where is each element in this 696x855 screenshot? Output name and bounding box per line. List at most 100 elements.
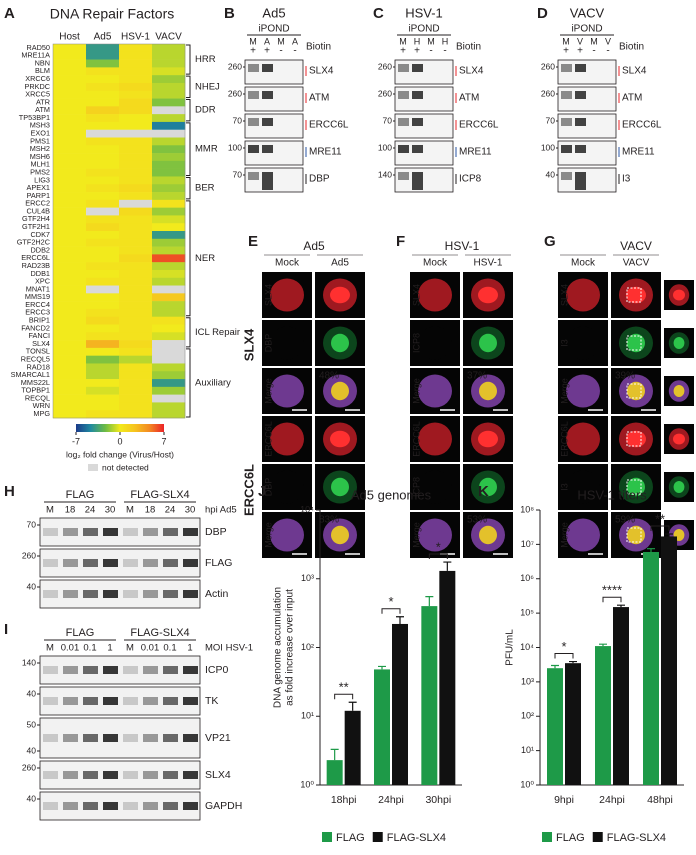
protein-label: FLAG bbox=[205, 557, 232, 569]
heatmap-cell bbox=[53, 394, 87, 403]
biotin-label: + bbox=[414, 46, 420, 57]
gene-label: ERCC4 bbox=[25, 300, 50, 309]
panel-label: J bbox=[258, 483, 266, 500]
foci bbox=[673, 385, 685, 397]
heatmap-cell bbox=[53, 324, 87, 333]
lane-label: M bbox=[427, 36, 435, 46]
heatmap-cell bbox=[152, 332, 186, 341]
lane-label: 24 bbox=[165, 505, 176, 516]
marker-label: 40 bbox=[27, 793, 37, 803]
legend-swatch bbox=[322, 832, 332, 842]
blot-band bbox=[123, 559, 138, 567]
x-tick-label: 24hpi bbox=[378, 794, 404, 806]
nucleus bbox=[270, 422, 304, 456]
virus-header: Ad5 bbox=[303, 239, 325, 253]
blot-band bbox=[83, 697, 98, 705]
heatmap-cell bbox=[86, 137, 120, 146]
heatmap-cell bbox=[86, 324, 120, 333]
gene-label: SMARCAL1 bbox=[11, 370, 50, 379]
heatmap-cell bbox=[119, 410, 153, 419]
lane-label: V bbox=[577, 36, 583, 46]
heatmap-cell bbox=[53, 153, 87, 162]
lane-label: 0.01 bbox=[61, 643, 80, 654]
heatmap-cell bbox=[86, 269, 120, 279]
protein-label: DBP bbox=[309, 174, 330, 185]
heatmap-cell bbox=[53, 51, 87, 60]
nucleus bbox=[566, 518, 600, 552]
gene-label: PRKDC bbox=[24, 82, 50, 91]
blot-band bbox=[103, 697, 118, 705]
marker-label: 100 bbox=[541, 142, 555, 152]
lane-label: M bbox=[46, 643, 54, 654]
blot-band bbox=[43, 666, 58, 674]
column-label: HSV-1 bbox=[121, 32, 150, 43]
heatmap-cell bbox=[53, 44, 87, 53]
foci bbox=[478, 430, 498, 448]
blot-band bbox=[262, 64, 273, 72]
protein-label: TK bbox=[205, 695, 218, 707]
y-axis-label: DNA genome accumulation bbox=[273, 587, 284, 708]
blot-band bbox=[561, 91, 572, 99]
error-bar bbox=[348, 701, 357, 711]
gene-label: MLH1 bbox=[31, 160, 50, 169]
gene-label: WRN bbox=[33, 401, 50, 410]
biotin-label: - bbox=[279, 46, 282, 57]
y-tick-label: 10³ bbox=[521, 676, 534, 686]
lane-label: 1 bbox=[107, 643, 112, 654]
y-tick-label: 10⁴ bbox=[520, 642, 534, 652]
gene-label: MPG bbox=[33, 409, 50, 418]
gene-label: DDB2 bbox=[31, 245, 50, 254]
blot-header: iPOND bbox=[258, 24, 289, 35]
biotin-title: Biotin bbox=[619, 42, 644, 53]
lane-label: M bbox=[562, 36, 570, 46]
y-axis-label: as fold increase over input bbox=[285, 589, 296, 706]
stain-label: ICP8 bbox=[411, 477, 421, 497]
protein-label: ICP8 bbox=[459, 174, 482, 185]
biotin-label: + bbox=[577, 46, 583, 57]
nucleus bbox=[270, 374, 304, 408]
heatmap-cell bbox=[152, 285, 186, 294]
heatmap-cell bbox=[119, 355, 153, 364]
lane-label: 1 bbox=[187, 643, 192, 654]
heatmap-cell bbox=[119, 137, 153, 146]
protein-label: ERCC6L bbox=[459, 120, 499, 131]
heatmap-cell bbox=[53, 332, 87, 341]
blot-band bbox=[83, 528, 98, 536]
heatmap-cell bbox=[152, 340, 186, 349]
y-tick-label: 10⁴ bbox=[300, 504, 314, 514]
nucleus bbox=[566, 470, 600, 504]
heatmap-cell bbox=[152, 106, 186, 115]
marker-label: 100 bbox=[228, 142, 242, 152]
heatmap-cell bbox=[53, 231, 87, 240]
error-bar bbox=[378, 665, 386, 670]
heatmap-cell bbox=[53, 160, 87, 169]
heatmap-cell bbox=[86, 301, 120, 310]
significance-label: ** bbox=[339, 680, 349, 695]
heatmap-cell bbox=[119, 59, 153, 68]
significance-bracket bbox=[428, 553, 448, 560]
heatmap-cell bbox=[86, 67, 120, 76]
column-label: Mock bbox=[275, 258, 300, 269]
blot-band bbox=[123, 802, 138, 810]
heatmap-cell bbox=[53, 75, 87, 84]
marker-label: 260 bbox=[228, 88, 242, 98]
heatmap-cell bbox=[86, 340, 120, 349]
error-bar bbox=[599, 643, 607, 647]
group-label: MMR bbox=[195, 144, 218, 155]
heatmap-cell bbox=[152, 176, 186, 185]
blot-band bbox=[575, 91, 586, 99]
heatmap-cell bbox=[86, 238, 120, 247]
blot-virus: HSV-1 bbox=[405, 5, 443, 20]
blot-band bbox=[83, 771, 98, 779]
heatmap-cell bbox=[119, 223, 153, 232]
panel-label: F bbox=[396, 233, 405, 250]
heatmap-cell bbox=[86, 82, 120, 92]
colorbar-label: log₂ fold change (Virus/Host) bbox=[66, 449, 174, 459]
y-tick-label: 10⁶ bbox=[520, 573, 534, 583]
heatmap-cell bbox=[53, 199, 87, 208]
marker-label: 260 bbox=[22, 550, 36, 560]
heatmap-cell bbox=[86, 308, 120, 318]
heatmap-cell bbox=[152, 207, 186, 216]
blot-band bbox=[63, 771, 78, 779]
